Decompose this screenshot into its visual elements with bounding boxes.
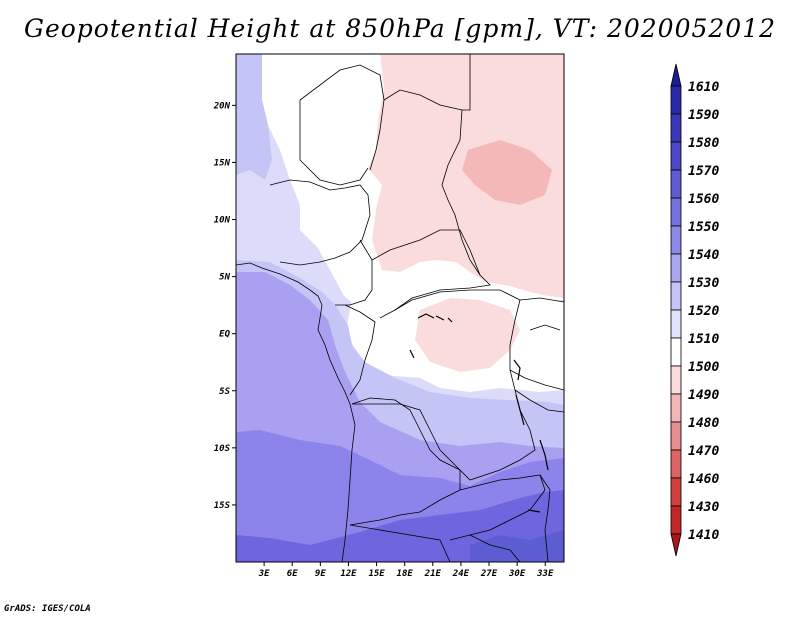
colorbar-label: 1560 — [688, 192, 719, 207]
colorbar-segment — [670, 393, 682, 423]
coastline — [236, 262, 356, 562]
colorbar-segment — [670, 421, 682, 451]
lon-tick-label: 3E — [258, 569, 270, 579]
lat-tick-label: 10N — [214, 216, 231, 226]
colorbar-label: 1510 — [688, 332, 719, 347]
colorbar-label: 1590 — [688, 108, 719, 123]
lon-tick-label: 21E — [424, 569, 442, 579]
colorbar-label: 1570 — [688, 164, 719, 179]
border-congo — [344, 304, 376, 396]
lon-axis: 3E 6E 9E 12E 15E 18E 21E 24E 27E 30E 33E — [258, 562, 554, 579]
field-1500-north — [368, 54, 564, 298]
colorbar-label: 1540 — [688, 248, 719, 263]
colorbar-label: 1470 — [688, 444, 719, 459]
lat-tick-label: 5S — [219, 387, 230, 397]
lat-tick-label: EQ — [219, 330, 230, 340]
lon-tick-label: 6E — [287, 569, 298, 579]
country-borders — [236, 54, 564, 562]
border-egypt-sudan — [441, 54, 481, 276]
colorbar-segment — [670, 225, 682, 255]
lon-tick-label: 24E — [452, 569, 470, 579]
colorbar-bottom-arrow — [670, 533, 682, 557]
lat-tick-label: 10S — [214, 444, 231, 454]
colorbar: 1610 1590 1580 1570 1560 1550 1540 1530 1520 1510… — [670, 63, 719, 557]
colorbar-label: 1410 — [688, 528, 719, 543]
colorbar-label: 1520 — [688, 304, 719, 319]
lat-tick-label: 15S — [214, 501, 231, 511]
colorbar-segment — [670, 309, 682, 339]
colorbar-segment — [670, 253, 682, 283]
lon-tick-label: 18E — [397, 569, 414, 579]
border-chad-sudan — [383, 89, 463, 111]
colorbar-segment — [670, 169, 682, 199]
colorbar-segment — [670, 365, 682, 395]
border-cameroon — [335, 239, 373, 306]
colorbar-segment — [670, 197, 682, 227]
border-angola — [349, 403, 461, 526]
border-niger-chad — [299, 100, 369, 186]
border-drc — [351, 289, 536, 481]
field-1570-corner — [470, 530, 564, 562]
chart-title: Geopotential Height at 850hPa [gpm], VT:… — [23, 14, 777, 43]
lon-tick-label: 30E — [508, 569, 526, 579]
lon-tick-label: 15E — [368, 569, 385, 579]
grads-credit: GrADS: IGES/COLA — [4, 604, 91, 614]
lat-tick-label: 5N — [219, 273, 230, 283]
field-1500-central — [415, 298, 520, 372]
colorbar-label: 1500 — [688, 360, 719, 375]
lon-tick-label: 9E — [315, 569, 326, 579]
colorbar-segment — [670, 505, 682, 535]
plot-frame — [235, 53, 565, 563]
lat-axis: 20N 15N 10N 5N EQ 5S 10S 15S — [213, 101, 236, 511]
lat-tick-label: 15N — [214, 158, 231, 168]
colorbar-label: 1430 — [688, 500, 719, 515]
colorbar-segment — [670, 113, 682, 143]
colorbar-label: 1530 — [688, 276, 719, 291]
colorbar-top-arrow — [670, 63, 682, 87]
colorbar-label: 1490 — [688, 388, 719, 403]
colorbar-segment — [670, 85, 682, 115]
colorbar-label: 1610 — [688, 80, 719, 95]
border-libya-chad — [299, 64, 385, 171]
border-southeast — [349, 474, 551, 562]
colorbar-segment — [670, 141, 682, 171]
colorbar-segment — [670, 477, 682, 507]
lon-tick-label: 27E — [480, 569, 498, 579]
lon-tick-label: 12E — [340, 569, 357, 579]
height-field — [236, 54, 564, 562]
border-nigeria — [269, 179, 371, 266]
border-car — [371, 229, 491, 319]
lat-tick-label: 20N — [213, 101, 231, 111]
colorbar-label: 1460 — [688, 472, 719, 487]
colorbar-label: 1580 — [688, 136, 719, 151]
colorbar-label: 1480 — [688, 416, 719, 431]
lon-tick-label: 33E — [536, 569, 554, 579]
colorbar-segment — [670, 449, 682, 479]
border-east-africa — [509, 297, 564, 413]
colorbar-segment — [670, 281, 682, 311]
border-zambia — [449, 474, 546, 541]
colorbar-label: 1550 — [688, 220, 719, 235]
colorbar-segment — [670, 337, 682, 367]
field-1490-patch — [462, 140, 552, 205]
lakes — [409, 313, 549, 513]
